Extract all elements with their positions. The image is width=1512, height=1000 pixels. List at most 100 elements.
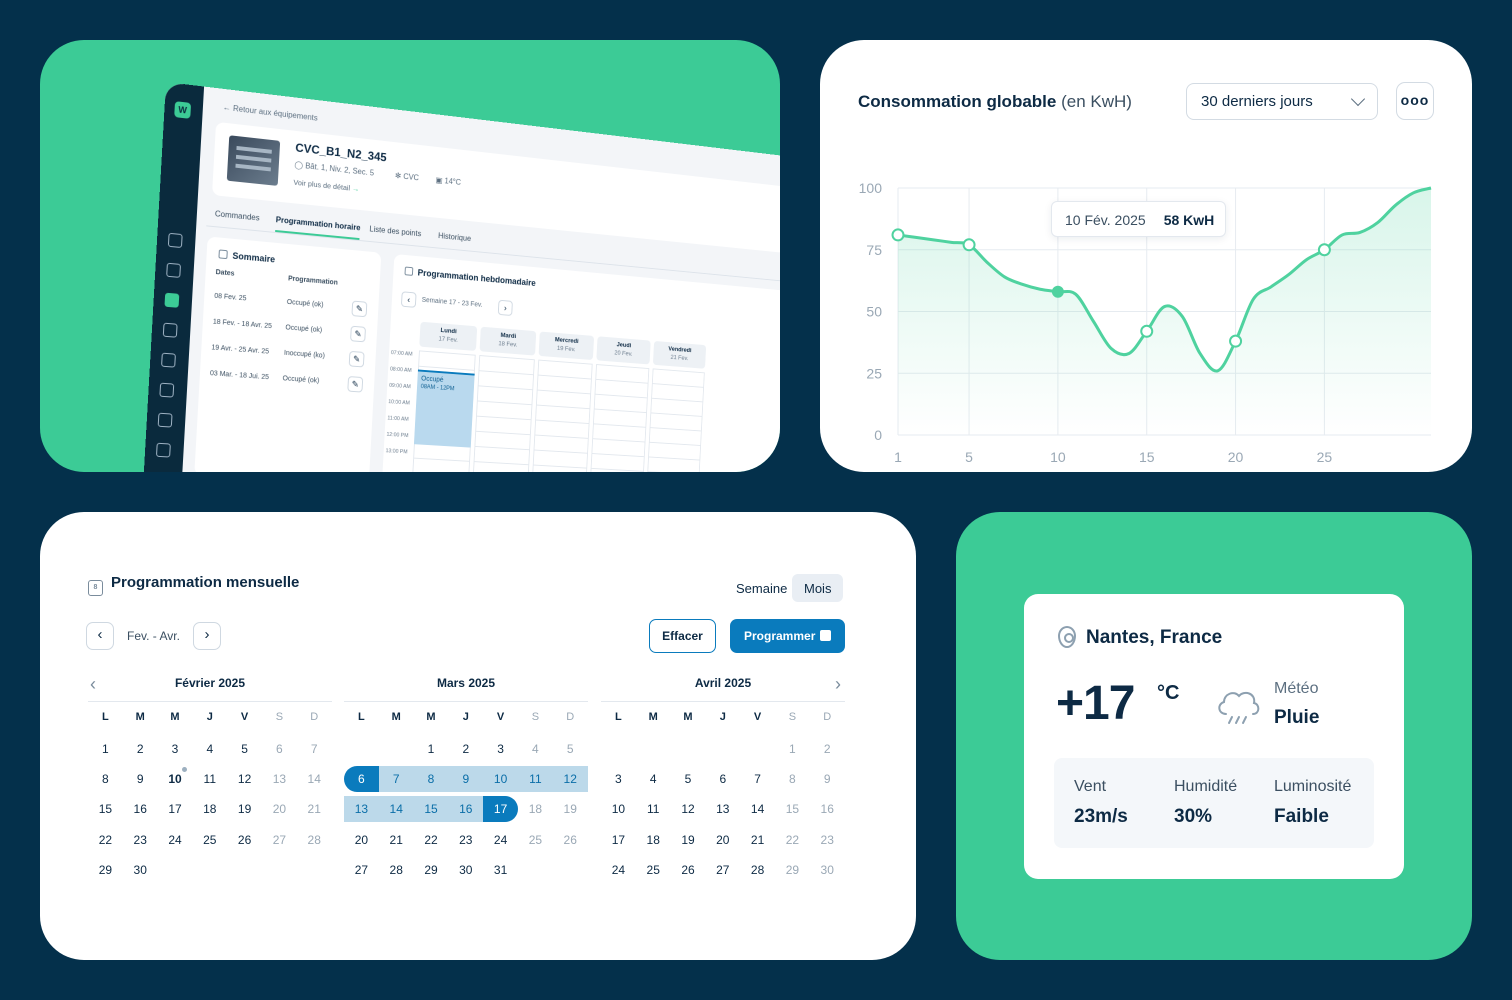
calendar-day[interactable]: 3 [171,742,179,756]
tab-commands[interactable]: Commandes [214,209,260,223]
calendar-day[interactable]: 22 [98,832,113,847]
calendar-day[interactable]: 26 [563,832,577,847]
calendar-day[interactable]: 4 [649,772,657,787]
calendar-day[interactable]: 4 [532,742,539,756]
home-icon[interactable] [167,232,183,249]
calendar-day[interactable]: 25 [203,832,217,847]
calendar-day[interactable]: 4 [206,742,214,756]
calendar-day[interactable]: 24 [611,862,626,877]
calendar-day[interactable]: 19 [237,802,252,817]
calendar-day[interactable]: 12 [552,766,588,793]
calendar-icon[interactable] [161,352,176,368]
calendar-day[interactable]: 3 [497,742,504,756]
calendar-day[interactable]: 20 [716,832,730,847]
calendar-day[interactable]: 13 [344,796,379,823]
prev-month-icon[interactable]: ‹ [90,674,96,694]
calendar-day[interactable]: 8 [413,766,449,793]
next-month-icon[interactable]: › [835,674,841,694]
calendar-day[interactable]: 27 [716,862,730,877]
details-link[interactable]: Voir plus de détail → [293,177,360,194]
calendar-day[interactable]: 16 [820,802,834,817]
calendar-day[interactable]: 7 [754,772,761,787]
calendar-day[interactable]: 18 [203,802,217,817]
calendar-day[interactable]: 30 [133,862,147,877]
calendar-day[interactable]: 6 [276,742,283,756]
calendar-day[interactable]: 30 [820,862,834,877]
calendar-day[interactable]: 25 [646,862,660,877]
calendar-day[interactable]: 2 [462,742,470,756]
calendar-day[interactable]: 18 [528,802,543,817]
program-button[interactable]: Programmer [730,619,845,653]
calendar-day[interactable]: 28 [750,862,765,877]
calendar-day[interactable]: 27 [354,862,369,877]
next-week-button[interactable]: › [497,299,513,317]
range-select[interactable]: 30 derniers jours [1186,83,1378,120]
edit-icon[interactable]: ✎ [347,376,364,393]
next-range-button[interactable]: › [193,622,221,650]
calendar-day[interactable]: 2 [136,742,144,756]
calendar-day[interactable]: 17 [611,832,626,847]
scan-icon[interactable] [162,322,178,338]
calendar-day[interactable]: 22 [785,832,800,847]
calendar-day[interactable]: 12 [237,772,252,787]
calendar-day[interactable]: 17 [168,802,182,817]
calendar-day[interactable]: 1 [789,742,796,756]
calendar-day[interactable]: 9 [448,766,484,793]
calendar-day[interactable]: 6 [344,766,379,793]
tab-history[interactable]: Historique [437,231,472,244]
edit-icon[interactable]: ✎ [350,325,366,343]
calendar-day[interactable]: 7 [310,742,318,756]
calendar-day[interactable]: 25 [528,832,543,847]
calendar-day[interactable]: 1 [102,742,109,756]
calendar-day[interactable]: 26 [237,832,252,847]
location-icon[interactable] [166,262,182,278]
prev-range-button[interactable]: ‹ [86,622,114,650]
calendar-day[interactable]: 31 [493,862,508,877]
calendar-day[interactable]: 11 [518,766,553,793]
calendar-day[interactable]: 13 [272,772,287,787]
calendar-day[interactable]: 15 [98,802,113,817]
calendar-day[interactable]: 14 [750,802,765,817]
bell-icon[interactable] [159,382,175,398]
calendar-day[interactable]: 21 [750,832,765,847]
day-column[interactable] [472,355,535,472]
calendar-day[interactable]: 18 [646,832,660,847]
calendar-day[interactable]: 5 [684,772,692,787]
calendar-day[interactable]: 28 [307,832,321,847]
occupied-event[interactable]: Occupé 08AM - 12PM [413,369,475,448]
view-week[interactable]: Semaine [736,581,788,596]
calendar-day[interactable]: 16 [448,796,484,823]
calendar-day[interactable]: 8 [102,772,109,787]
edit-icon[interactable]: ✎ [351,300,368,318]
calendar-day[interactable]: 27 [272,832,287,847]
chart-icon[interactable] [155,442,171,458]
back-link[interactable]: ← Retour aux équipements [222,102,318,123]
calendar-day[interactable]: 13 [716,802,730,817]
calendar-day[interactable]: 5 [241,742,248,756]
calendar-day[interactable]: 26 [681,862,695,877]
more-options-button[interactable]: ooo [1396,82,1434,120]
calendar-day[interactable]: 1 [427,742,435,756]
calendar-day[interactable]: 21 [389,832,403,847]
tab-schedule[interactable]: Programmation horaire [275,215,361,241]
sliders-icon[interactable] [157,412,173,428]
edit-icon[interactable]: ✎ [348,350,365,368]
calendar-day[interactable]: 24 [168,832,182,847]
calendar-day[interactable]: 10 [611,802,626,817]
calendar-day[interactable]: 23 [820,832,834,847]
day-column[interactable] [646,368,705,472]
calendar-day[interactable]: 21 [307,802,321,817]
calendar-day[interactable]: 3 [615,772,622,787]
calendar-day[interactable]: 16 [133,802,147,817]
prev-week-button[interactable]: ‹ [400,291,417,308]
calendar-day[interactable]: 19 [563,802,577,817]
calendar-day[interactable]: 20 [272,802,287,817]
view-month[interactable]: Mois [792,574,844,602]
calendar-day[interactable]: 20 [354,832,369,847]
calendar-day[interactable]: 19 [681,832,695,847]
calendar-day[interactable]: 11 [203,772,217,787]
tab-points[interactable]: Liste des points [369,224,422,239]
calendar-day[interactable]: 22 [424,832,438,847]
calendar-day[interactable]: 9 [136,772,144,787]
calendar-day[interactable]: 23 [133,832,147,847]
